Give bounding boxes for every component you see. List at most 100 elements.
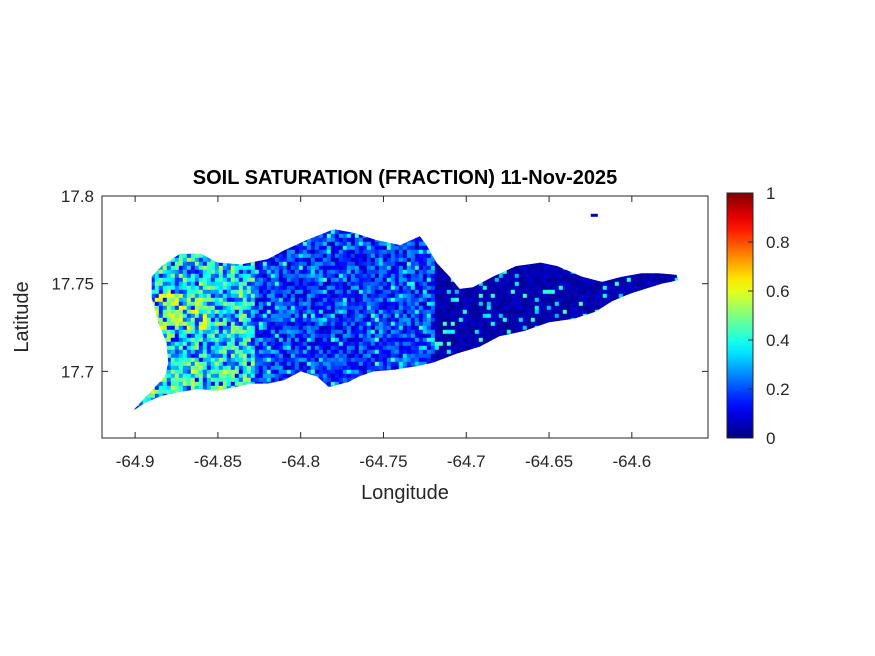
heatmap-cell (578, 277, 584, 283)
heatmap-cell (446, 293, 452, 299)
heatmap-cell (414, 289, 420, 295)
heatmap-cell (354, 245, 360, 251)
heatmap-cell (258, 365, 264, 371)
heatmap-cell (370, 241, 376, 247)
heatmap-cell (166, 269, 172, 275)
heatmap-cell (386, 301, 392, 307)
heatmap-cell (242, 337, 248, 343)
heatmap-cell (274, 265, 280, 271)
heatmap-cell (374, 329, 380, 335)
heatmap-cell (426, 277, 432, 283)
heatmap-cell (270, 321, 276, 327)
heatmap-cell (518, 285, 524, 291)
heatmap-cell (298, 325, 304, 331)
heatmap-cell (346, 293, 352, 299)
heatmap-cell (410, 257, 416, 263)
heatmap-cell (170, 289, 176, 295)
heatmap-cell (366, 237, 372, 243)
heatmap-cell (242, 301, 248, 307)
heatmap-cell (238, 321, 244, 327)
heatmap-cell (330, 269, 336, 275)
heatmap-cell (258, 277, 264, 283)
heatmap-cell (514, 269, 520, 275)
heatmap-cell (414, 257, 420, 263)
heatmap-cell (386, 313, 392, 319)
heatmap-cell (342, 357, 348, 363)
heatmap-cell (330, 333, 336, 339)
heatmap-cell (206, 329, 212, 335)
heatmap-cell (170, 357, 176, 363)
heatmap-cell (418, 277, 424, 283)
heatmap-cell (226, 285, 232, 291)
heatmap-cell (366, 269, 372, 275)
heatmap-cell (186, 253, 192, 259)
heatmap-cell (426, 317, 432, 323)
heatmap-cell (354, 361, 360, 367)
heatmap-cell (270, 361, 276, 367)
heatmap-cell (182, 257, 188, 263)
heatmap-cell (590, 285, 596, 291)
heatmap-cell (310, 361, 316, 367)
heatmap-cell (446, 317, 452, 323)
heatmap-cell (330, 249, 336, 255)
heatmap-cell (166, 345, 172, 351)
heatmap-cell (218, 337, 224, 343)
heatmap-cell (362, 249, 368, 255)
heatmap-cell (434, 301, 440, 307)
heatmap-cell (262, 309, 268, 315)
heatmap-cell (362, 253, 368, 259)
heatmap-cell (422, 265, 428, 271)
heatmap-cell (606, 277, 612, 283)
heatmap-cell (162, 305, 168, 311)
heatmap-cell (290, 325, 296, 331)
heatmap-cell (230, 317, 236, 323)
heatmap-cell (326, 333, 332, 339)
heatmap-cell (358, 269, 364, 275)
heatmap-cell (366, 317, 372, 323)
heatmap-cell (318, 349, 324, 355)
heatmap-cell (370, 325, 376, 331)
heatmap-cell (398, 365, 404, 371)
heatmap-cell (230, 261, 236, 267)
heatmap-cell (294, 305, 300, 311)
heatmap-cell (186, 269, 192, 275)
heatmap-cell (286, 337, 292, 343)
heatmap-cell (354, 265, 360, 271)
heatmap-cell (610, 285, 616, 291)
heatmap-cell (466, 337, 472, 343)
heatmap-cell (302, 313, 308, 319)
heatmap-cell (362, 333, 368, 339)
heatmap-cell (338, 253, 344, 259)
heatmap-cell (358, 281, 364, 287)
heatmap-cell (574, 281, 580, 287)
heatmap-cell (418, 321, 424, 327)
heatmap-cell (210, 261, 216, 267)
heatmap-cell (378, 329, 384, 335)
heatmap-cell (286, 321, 292, 327)
heatmap-cell (346, 245, 352, 251)
heatmap-cell (570, 297, 576, 303)
heatmap-cell (558, 265, 564, 271)
heatmap-cell (594, 301, 600, 307)
heatmap-cell (314, 293, 320, 299)
heatmap-cell (306, 301, 312, 307)
heatmap-cell (378, 273, 384, 279)
heatmap-cell (334, 241, 340, 247)
heatmap-cell (302, 345, 308, 351)
heatmap-cell (282, 349, 288, 355)
heatmap-cell (498, 329, 504, 335)
heatmap-cell (466, 313, 472, 319)
heatmap-cell (170, 321, 176, 327)
heatmap-cell (374, 313, 380, 319)
heatmap-cell (294, 301, 300, 307)
heatmap-cell (326, 317, 332, 323)
heatmap-cell (470, 321, 476, 327)
heatmap-cell (394, 289, 400, 295)
heatmap-cell (274, 341, 280, 347)
heatmap-cell (338, 337, 344, 343)
heatmap-cell (374, 349, 380, 355)
heatmap-cell (158, 285, 164, 291)
heatmap-cell (510, 277, 516, 283)
heatmap-cell (238, 317, 244, 323)
heatmap-cell (322, 273, 328, 279)
